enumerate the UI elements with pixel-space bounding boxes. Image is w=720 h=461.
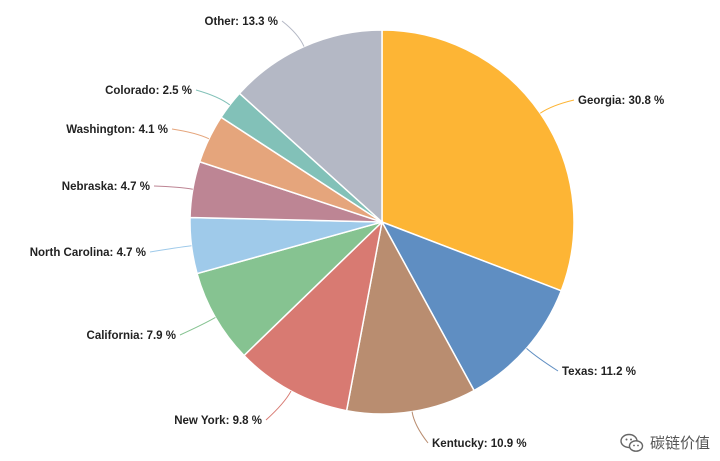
leader-line	[281, 20, 305, 47]
leader-line	[265, 390, 292, 421]
slice-label: North Carolina: 4.7 %	[30, 247, 146, 259]
slice-labels: Georgia: 30.8 % Texas: 11.2 % Kentucky: 10…	[30, 16, 665, 450]
wechat-icon	[620, 433, 644, 452]
leader-line	[539, 99, 575, 114]
slice-label: Washington: 4.1 %	[66, 124, 168, 136]
leader-line	[149, 245, 192, 253]
pie-slices	[189, 29, 575, 415]
leader-line	[411, 411, 429, 444]
leader-line	[526, 348, 559, 372]
slice-label: Kentucky: 10.9 %	[432, 438, 527, 450]
slice-label: Colorado: 2.5 %	[105, 85, 192, 97]
leader-line	[171, 128, 210, 140]
watermark: 碳链价值	[620, 432, 710, 453]
slice-label: California: 7.9 %	[87, 330, 176, 342]
pie-slice	[196, 221, 383, 357]
leader-line	[153, 185, 193, 190]
watermark-text: 碳链价值	[649, 434, 710, 452]
slice-label: Nebraska: 4.7 %	[62, 181, 150, 193]
pie-slice	[380, 220, 563, 392]
leader-lines	[149, 20, 575, 444]
pie-slice	[381, 29, 575, 292]
leader-line	[179, 317, 216, 336]
slice-label: Georgia: 30.8 %	[578, 95, 664, 107]
leader-line	[195, 89, 231, 106]
pie-slice	[238, 29, 383, 224]
slice-label: New York: 9.8 %	[174, 415, 262, 427]
slice-label: Other: 13.3 %	[205, 16, 279, 28]
slice-label: Texas: 11.2 %	[562, 366, 636, 378]
pie-slice	[242, 219, 384, 412]
